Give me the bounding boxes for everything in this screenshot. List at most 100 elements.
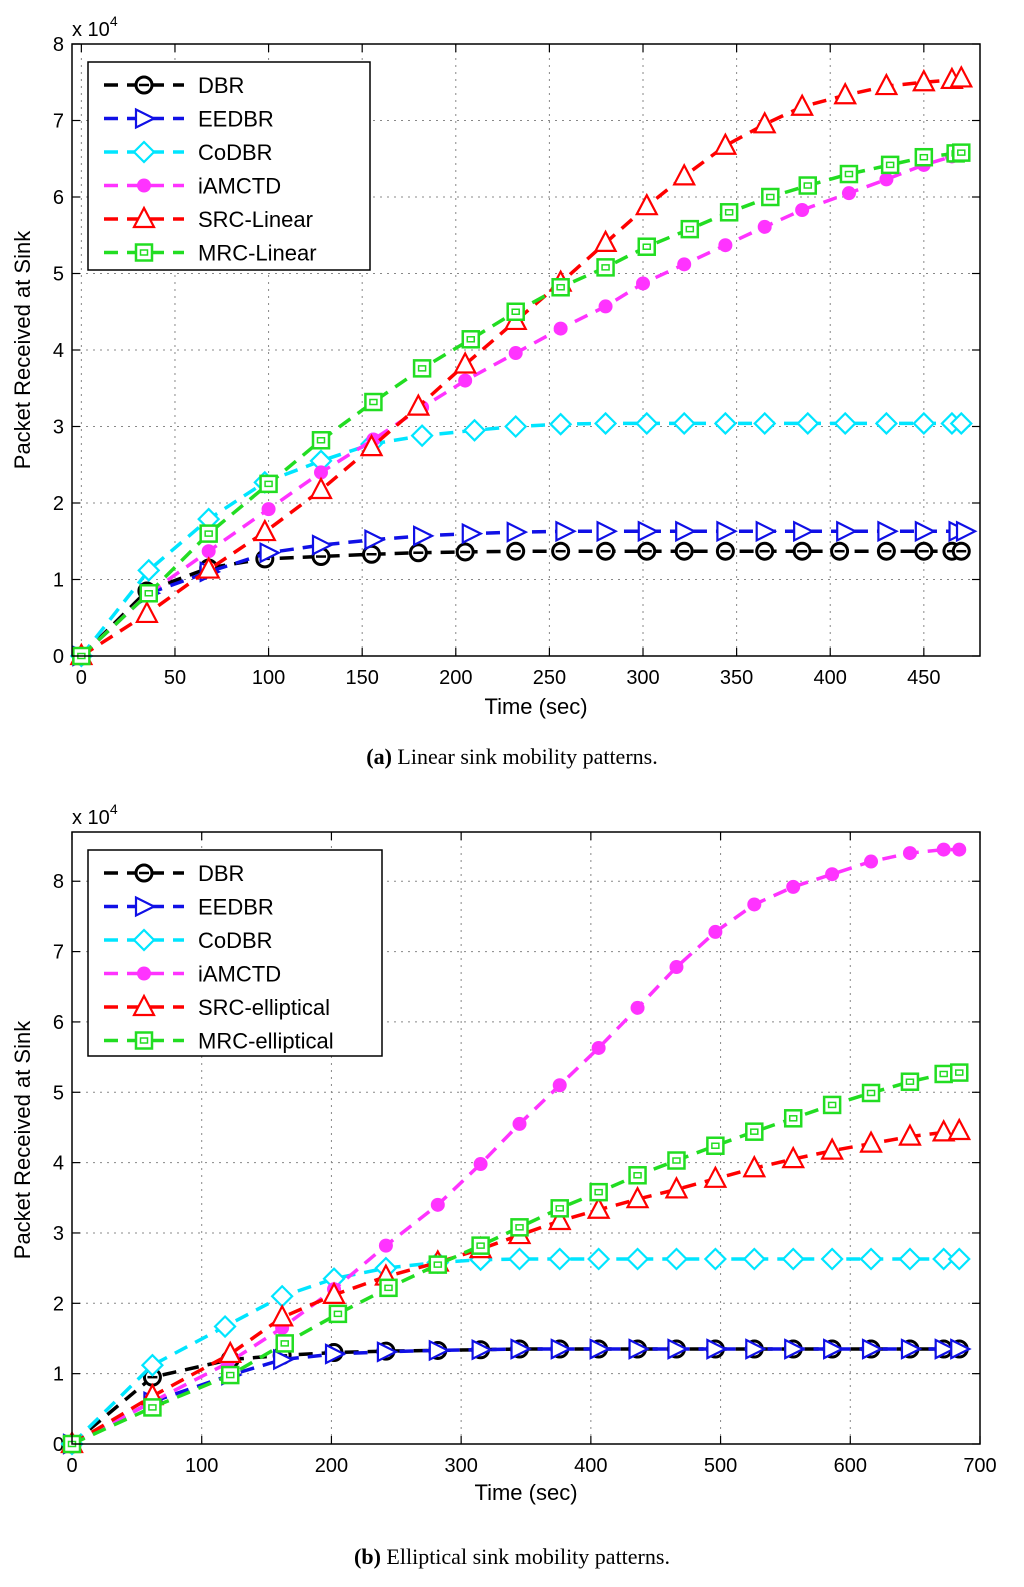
chart-b-series-mrc-elliptical-point xyxy=(706,1136,725,1155)
chart-a-series-mrc-linear-point-outer xyxy=(412,359,432,378)
chart-b-series-src-elliptical-point xyxy=(547,1207,572,1231)
chart-a-series-codbr-point xyxy=(410,424,434,448)
chart-b-ytick-label: 6 xyxy=(53,1012,64,1034)
chart-b-series-src-elliptical-point xyxy=(898,1123,922,1146)
chart-a-series-src-linear-point xyxy=(634,192,659,216)
chart-a-series-mrc-linear-point xyxy=(914,147,934,167)
chart-b-series-mrc-elliptical-point-inner xyxy=(280,1340,289,1347)
chart-a-y-exp: 4 xyxy=(110,13,118,29)
chart-b-series-mrc-elliptical-point-outer xyxy=(706,1136,725,1155)
chart-a-legend-item-iamctd: iAMCTD xyxy=(104,174,281,199)
chart-a-series-codbr-point xyxy=(796,411,820,435)
chart-a-y-multiplier: x 104 xyxy=(72,13,118,41)
chart-a-series-src-linear-point xyxy=(912,68,936,92)
chart-a-series-mrc-linear-point-inner xyxy=(601,264,610,271)
chart-b-series-mrc-elliptical-point-outer xyxy=(628,1166,647,1185)
chart-b-series-codbr-point xyxy=(507,1247,532,1271)
chart-b-y-multiplier: x 104 xyxy=(72,801,118,829)
chart-a-series-iamctd-point xyxy=(879,172,894,187)
chart-a-ytick-label: 1 xyxy=(53,570,64,592)
chart-b-series-iamctd-point xyxy=(473,1157,488,1172)
chart-a-legend-item-codbr: CoDBR xyxy=(104,140,273,165)
chart-b-series-codbr-point xyxy=(625,1247,650,1271)
chart-a-series-codbr-point xyxy=(753,411,777,435)
chart-a-series-codbr-point xyxy=(504,414,528,439)
chart-a-series-mrc-linear-point-outer xyxy=(719,203,739,222)
chart-b-series-mrc-elliptical-point xyxy=(745,1122,764,1141)
chart-a-series-src-linear-point xyxy=(833,81,858,105)
chart-b-series-mrc-elliptical-point-inner xyxy=(555,1205,564,1212)
chart-a-series-iamctd-line xyxy=(80,154,953,658)
chart-a-series-codbr-point xyxy=(672,411,696,435)
chart-a-xtick-label: 400 xyxy=(814,667,847,689)
chart-b-series-eedbr-point xyxy=(667,1338,689,1360)
chart-a-ticks: 0 50 100 150 200 250 300 350 400 450 0 1 2 3 4 5 6 7 8 xyxy=(53,34,980,689)
chart-b-legend-item-iamctd-label: iAMCTD xyxy=(198,962,281,987)
chart-b-series-codbr-point xyxy=(213,1314,237,1339)
chart-a-xtick-label: 450 xyxy=(907,667,940,689)
chart-b-series-mrc-elliptical-point-outer xyxy=(783,1109,803,1128)
chart-b-series-mrc-elliptical-point-outer xyxy=(275,1334,294,1353)
chart-a-series-dbr-point xyxy=(408,543,428,563)
chart-a-series-codbr-point xyxy=(833,411,857,435)
chart-b-series-mrc-elliptical-point-inner xyxy=(476,1242,485,1249)
chart-a-series-src-linear-point xyxy=(672,162,697,186)
chart-a-ytick-label: 0 xyxy=(53,646,64,668)
chart-b-xtick-label: 200 xyxy=(315,1455,348,1477)
chart-a-series-iamctd-point xyxy=(201,544,216,559)
chart-a-series-codbr-point xyxy=(549,412,573,436)
chart-a-series-mrc-linear-point-outer xyxy=(839,164,859,184)
chart-b-series-eedbr-point xyxy=(934,1338,957,1360)
chart-b-series-mrc-elliptical-point-inner xyxy=(672,1157,681,1164)
chart-a-grid xyxy=(72,44,980,656)
chart-b-frame xyxy=(71,831,981,1445)
chart-a-series-dbr-point xyxy=(914,541,934,561)
chart-a-series-mrc-linear-point-outer xyxy=(761,187,780,207)
chart-a-series-eedbr-point xyxy=(793,520,815,543)
chart-b-legend-item-eedbr-label: EEDBR xyxy=(198,895,274,920)
chart-a-series-mrc-linear-point-outer xyxy=(311,431,331,450)
chart-a-series-codbr-point xyxy=(462,418,487,442)
chart-a-series-mrc-linear-point-inner xyxy=(144,590,154,597)
chart-a-series-mrc-linear-point xyxy=(761,187,780,207)
chart-a-series-mrc-linear-point-inner xyxy=(316,437,326,444)
chart-a-xtick-label: 150 xyxy=(345,667,378,689)
chart-a-series-iamctd-point xyxy=(458,373,473,388)
chart-a-series-mrc-linear-point xyxy=(551,278,570,297)
chart-b-series-eedbr-point xyxy=(823,1338,845,1360)
chart-b-series-codbr-point xyxy=(898,1247,922,1271)
chart-a-ytick-label: 6 xyxy=(53,187,64,209)
chart-b-series-mrc-elliptical-point xyxy=(510,1218,529,1237)
chart-b-series-iamctd-point xyxy=(430,1197,445,1212)
chart-b-series-src-elliptical-point xyxy=(586,1196,611,1219)
chart-a-series-src-linear-point xyxy=(406,393,431,416)
chart-a-series-dbr-point xyxy=(455,542,475,562)
chart-b-ytick-label: 4 xyxy=(53,1153,64,1175)
chart-b-series-mrc-elliptical-point xyxy=(934,1064,953,1084)
chart-b-ytick-label: 7 xyxy=(53,942,64,964)
chart-b-series-iamctd-point xyxy=(512,1116,527,1131)
chart-a-series-mrc-linear-point-inner xyxy=(885,161,895,169)
chart-a-series-mrc-linear-point xyxy=(364,392,383,412)
chart-a-series-mrc-linear-point-outer xyxy=(952,143,971,162)
chart-b-series-mrc-elliptical-point-outer xyxy=(428,1255,448,1274)
chart-b-series-eedbr-point xyxy=(745,1338,767,1360)
chart-a-series-iamctd-point xyxy=(508,346,523,361)
chart-b-xtick-label: 300 xyxy=(444,1455,477,1477)
chart-a-legend-item-src-linear-label: SRC-Linear xyxy=(198,207,313,232)
chart-b-series-src-elliptical-point xyxy=(703,1165,728,1188)
chart-a-legend-item-iamctd-marker xyxy=(137,178,151,193)
chart-a: 0 50 100 150 200 250 300 350 400 450 0 1 2 3 4 5 6 7 8 x 1… xyxy=(10,13,981,769)
chart-b-series-iamctd-point xyxy=(591,1040,606,1055)
chart-b-series-mrc-elliptical xyxy=(62,1063,969,1454)
chart-b-series-codbr-point xyxy=(140,1353,164,1377)
chart-b-xlabel: Time (sec) xyxy=(474,1480,577,1505)
chart-a-xtick-label: 200 xyxy=(439,667,472,689)
chart-b-series-iamctd-point xyxy=(786,879,801,894)
chart-b-legend-item-src-elliptical: SRC-elliptical xyxy=(104,993,330,1020)
chart-b-series-eedbr-point xyxy=(706,1338,728,1360)
chart-a-series-src-linear-point xyxy=(135,600,159,624)
chart-a-series-mrc-linear-point-outer xyxy=(680,219,700,239)
chart-b-legend-item-mrc-elliptical-marker-inner xyxy=(139,1037,149,1044)
chart-b-series-codbr-point xyxy=(947,1247,971,1271)
